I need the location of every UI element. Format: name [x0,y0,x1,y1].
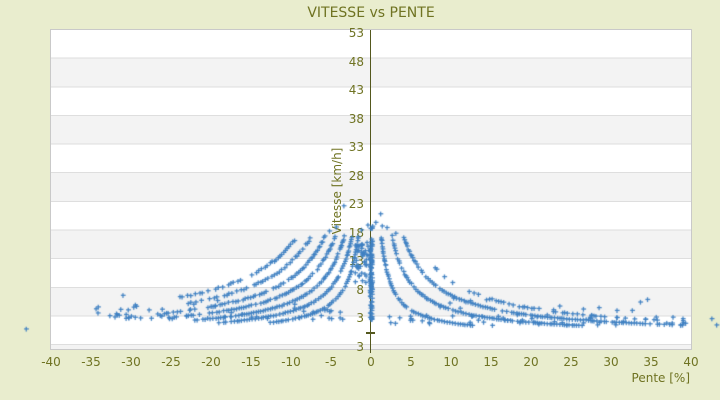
y-axis-bottom-label: 3 [356,340,364,354]
x-tick-label: -10 [281,355,301,369]
x-tick-label: 25 [563,355,579,369]
x-tick-label: -30 [121,355,141,369]
x-tick-label: -35 [81,355,101,369]
x-tick-label: 40 [683,355,699,369]
x-tick-label: 15 [483,355,499,369]
x-tick-label: 20 [523,355,539,369]
y-tick-label: 8 [356,282,364,297]
y-axis-title: Vitesse [km/h] [330,147,344,235]
x-tick-label: -40 [41,355,61,369]
y-tick-label: 38 [348,111,364,126]
y-tick-label: 3 [356,311,364,325]
y-tick-label: 53 [348,26,364,40]
y-tick-label: 43 [348,83,364,97]
x-tick-label: 35 [643,355,659,369]
x-tick-label: -20 [201,355,221,369]
x-axis-title: Pente [%] [631,371,690,385]
x-tick-label: -15 [241,355,261,369]
y-tick-label: 48 [348,54,364,69]
x-tick-label: 30 [603,355,619,369]
y-tick-label: 13 [348,254,364,268]
x-tick-label: 0 [367,355,375,369]
x-tick-label: -25 [161,355,181,369]
y-axis-line [369,30,372,353]
chart-title: VITESSE vs PENTE [307,5,435,21]
x-tick-label: 5 [407,355,415,369]
x-tick-label: -5 [325,355,337,369]
x-tick-label: 10 [443,355,459,369]
axis-zero-tick [366,332,375,334]
